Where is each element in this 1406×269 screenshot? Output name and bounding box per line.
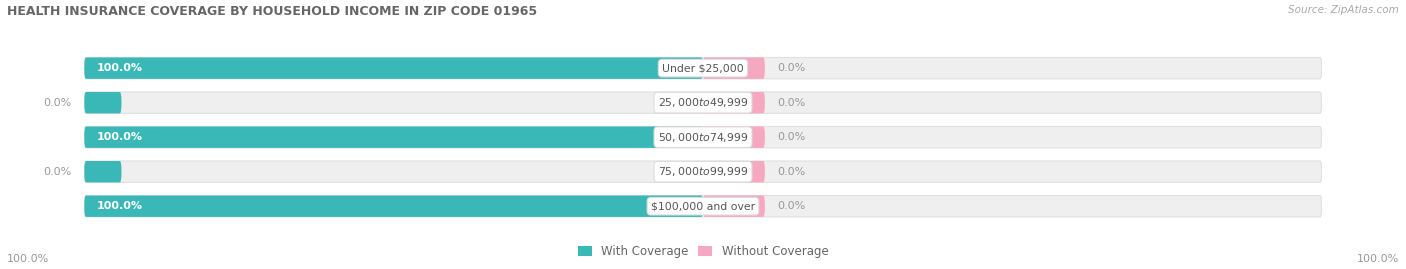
FancyBboxPatch shape [84, 126, 1322, 148]
Text: 100.0%: 100.0% [97, 132, 143, 142]
FancyBboxPatch shape [703, 58, 765, 79]
FancyBboxPatch shape [84, 92, 1322, 113]
Text: Under $25,000: Under $25,000 [662, 63, 744, 73]
Text: Source: ZipAtlas.com: Source: ZipAtlas.com [1288, 5, 1399, 15]
Text: $25,000 to $49,999: $25,000 to $49,999 [658, 96, 748, 109]
Text: 0.0%: 0.0% [44, 98, 72, 108]
FancyBboxPatch shape [84, 58, 703, 79]
FancyBboxPatch shape [84, 161, 1322, 182]
Legend: With Coverage, Without Coverage: With Coverage, Without Coverage [572, 241, 834, 263]
FancyBboxPatch shape [84, 196, 1322, 217]
Text: HEALTH INSURANCE COVERAGE BY HOUSEHOLD INCOME IN ZIP CODE 01965: HEALTH INSURANCE COVERAGE BY HOUSEHOLD I… [7, 5, 537, 18]
FancyBboxPatch shape [703, 161, 765, 182]
FancyBboxPatch shape [84, 161, 121, 182]
FancyBboxPatch shape [703, 196, 765, 217]
Text: $75,000 to $99,999: $75,000 to $99,999 [658, 165, 748, 178]
Text: 100.0%: 100.0% [7, 254, 49, 264]
Text: 100.0%: 100.0% [1357, 254, 1399, 264]
FancyBboxPatch shape [84, 58, 1322, 79]
Text: 0.0%: 0.0% [778, 98, 806, 108]
Text: 100.0%: 100.0% [97, 201, 143, 211]
Text: 0.0%: 0.0% [778, 132, 806, 142]
FancyBboxPatch shape [703, 92, 765, 113]
Text: $50,000 to $74,999: $50,000 to $74,999 [658, 131, 748, 144]
Text: 0.0%: 0.0% [778, 201, 806, 211]
Text: $100,000 and over: $100,000 and over [651, 201, 755, 211]
FancyBboxPatch shape [703, 126, 765, 148]
Text: 100.0%: 100.0% [97, 63, 143, 73]
Text: 0.0%: 0.0% [778, 63, 806, 73]
FancyBboxPatch shape [84, 196, 703, 217]
FancyBboxPatch shape [84, 92, 121, 113]
Text: 0.0%: 0.0% [44, 167, 72, 177]
Text: 0.0%: 0.0% [778, 167, 806, 177]
FancyBboxPatch shape [84, 126, 703, 148]
